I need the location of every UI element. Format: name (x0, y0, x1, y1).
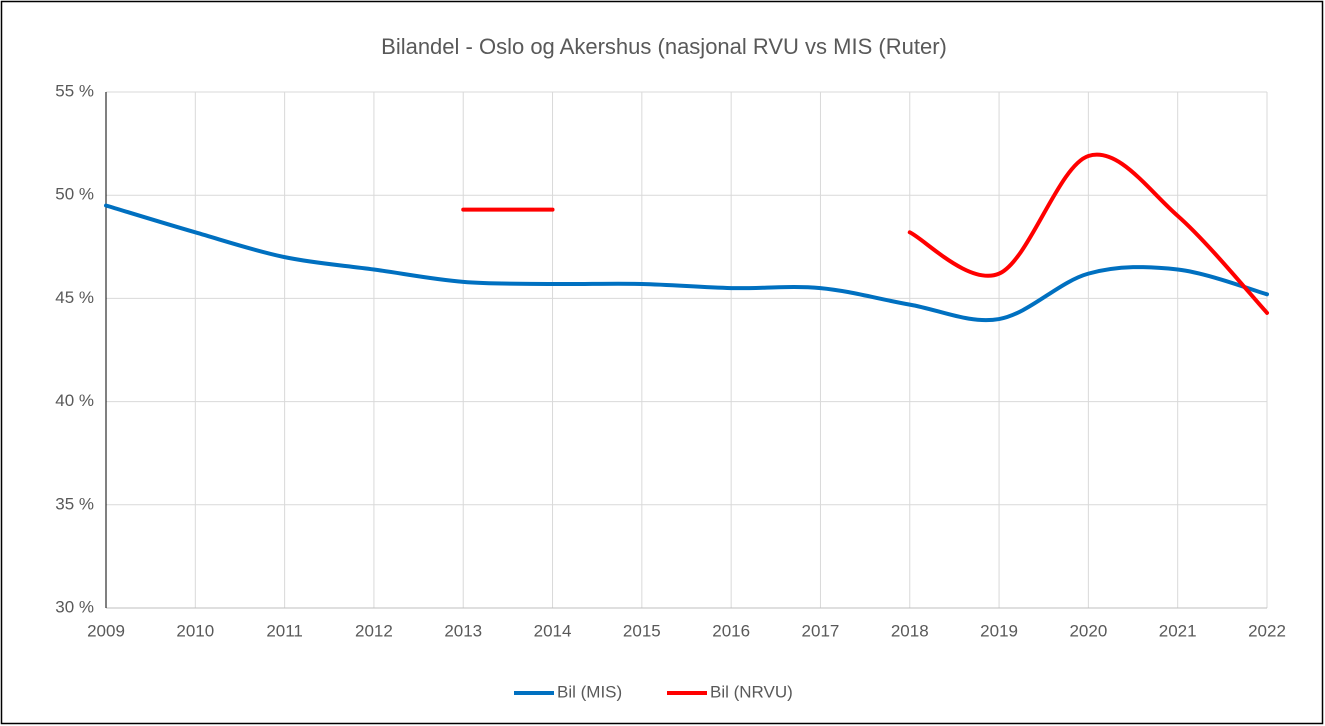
x-tick-label: 2016 (712, 621, 750, 640)
y-tick-label: 55 % (55, 81, 94, 100)
chart-title: Bilandel - Oslo og Akershus (nasjonal RV… (381, 34, 947, 59)
y-tick-label: 30 % (55, 597, 94, 616)
x-tick-label: 2009 (87, 621, 125, 640)
series-line (461, 152, 1269, 315)
legend-label: Bil (NRVU) (710, 682, 793, 701)
y-tick-label: 40 % (55, 391, 94, 410)
x-tick-label: 2011 (266, 621, 303, 640)
y-tick-label: 45 % (55, 288, 94, 307)
x-tick-label: 2015 (623, 621, 661, 640)
y-tick-label: 50 % (55, 185, 94, 204)
x-tick-label: 2021 (1159, 621, 1197, 640)
x-tick-label: 2010 (176, 621, 214, 640)
x-tick-label: 2012 (355, 621, 393, 640)
x-tick-label: 2022 (1248, 621, 1286, 640)
x-tick-label: 2018 (891, 621, 929, 640)
x-tick-label: 2019 (980, 621, 1018, 640)
x-tick-label: 2017 (802, 621, 840, 640)
x-tick-label: 2020 (1069, 621, 1107, 640)
series-line (104, 203, 1269, 323)
x-tick-label: 2014 (534, 621, 572, 640)
y-tick-label: 35 % (55, 494, 94, 513)
legend-label: Bil (MIS) (557, 682, 622, 701)
x-tick-label: 2013 (444, 621, 482, 640)
